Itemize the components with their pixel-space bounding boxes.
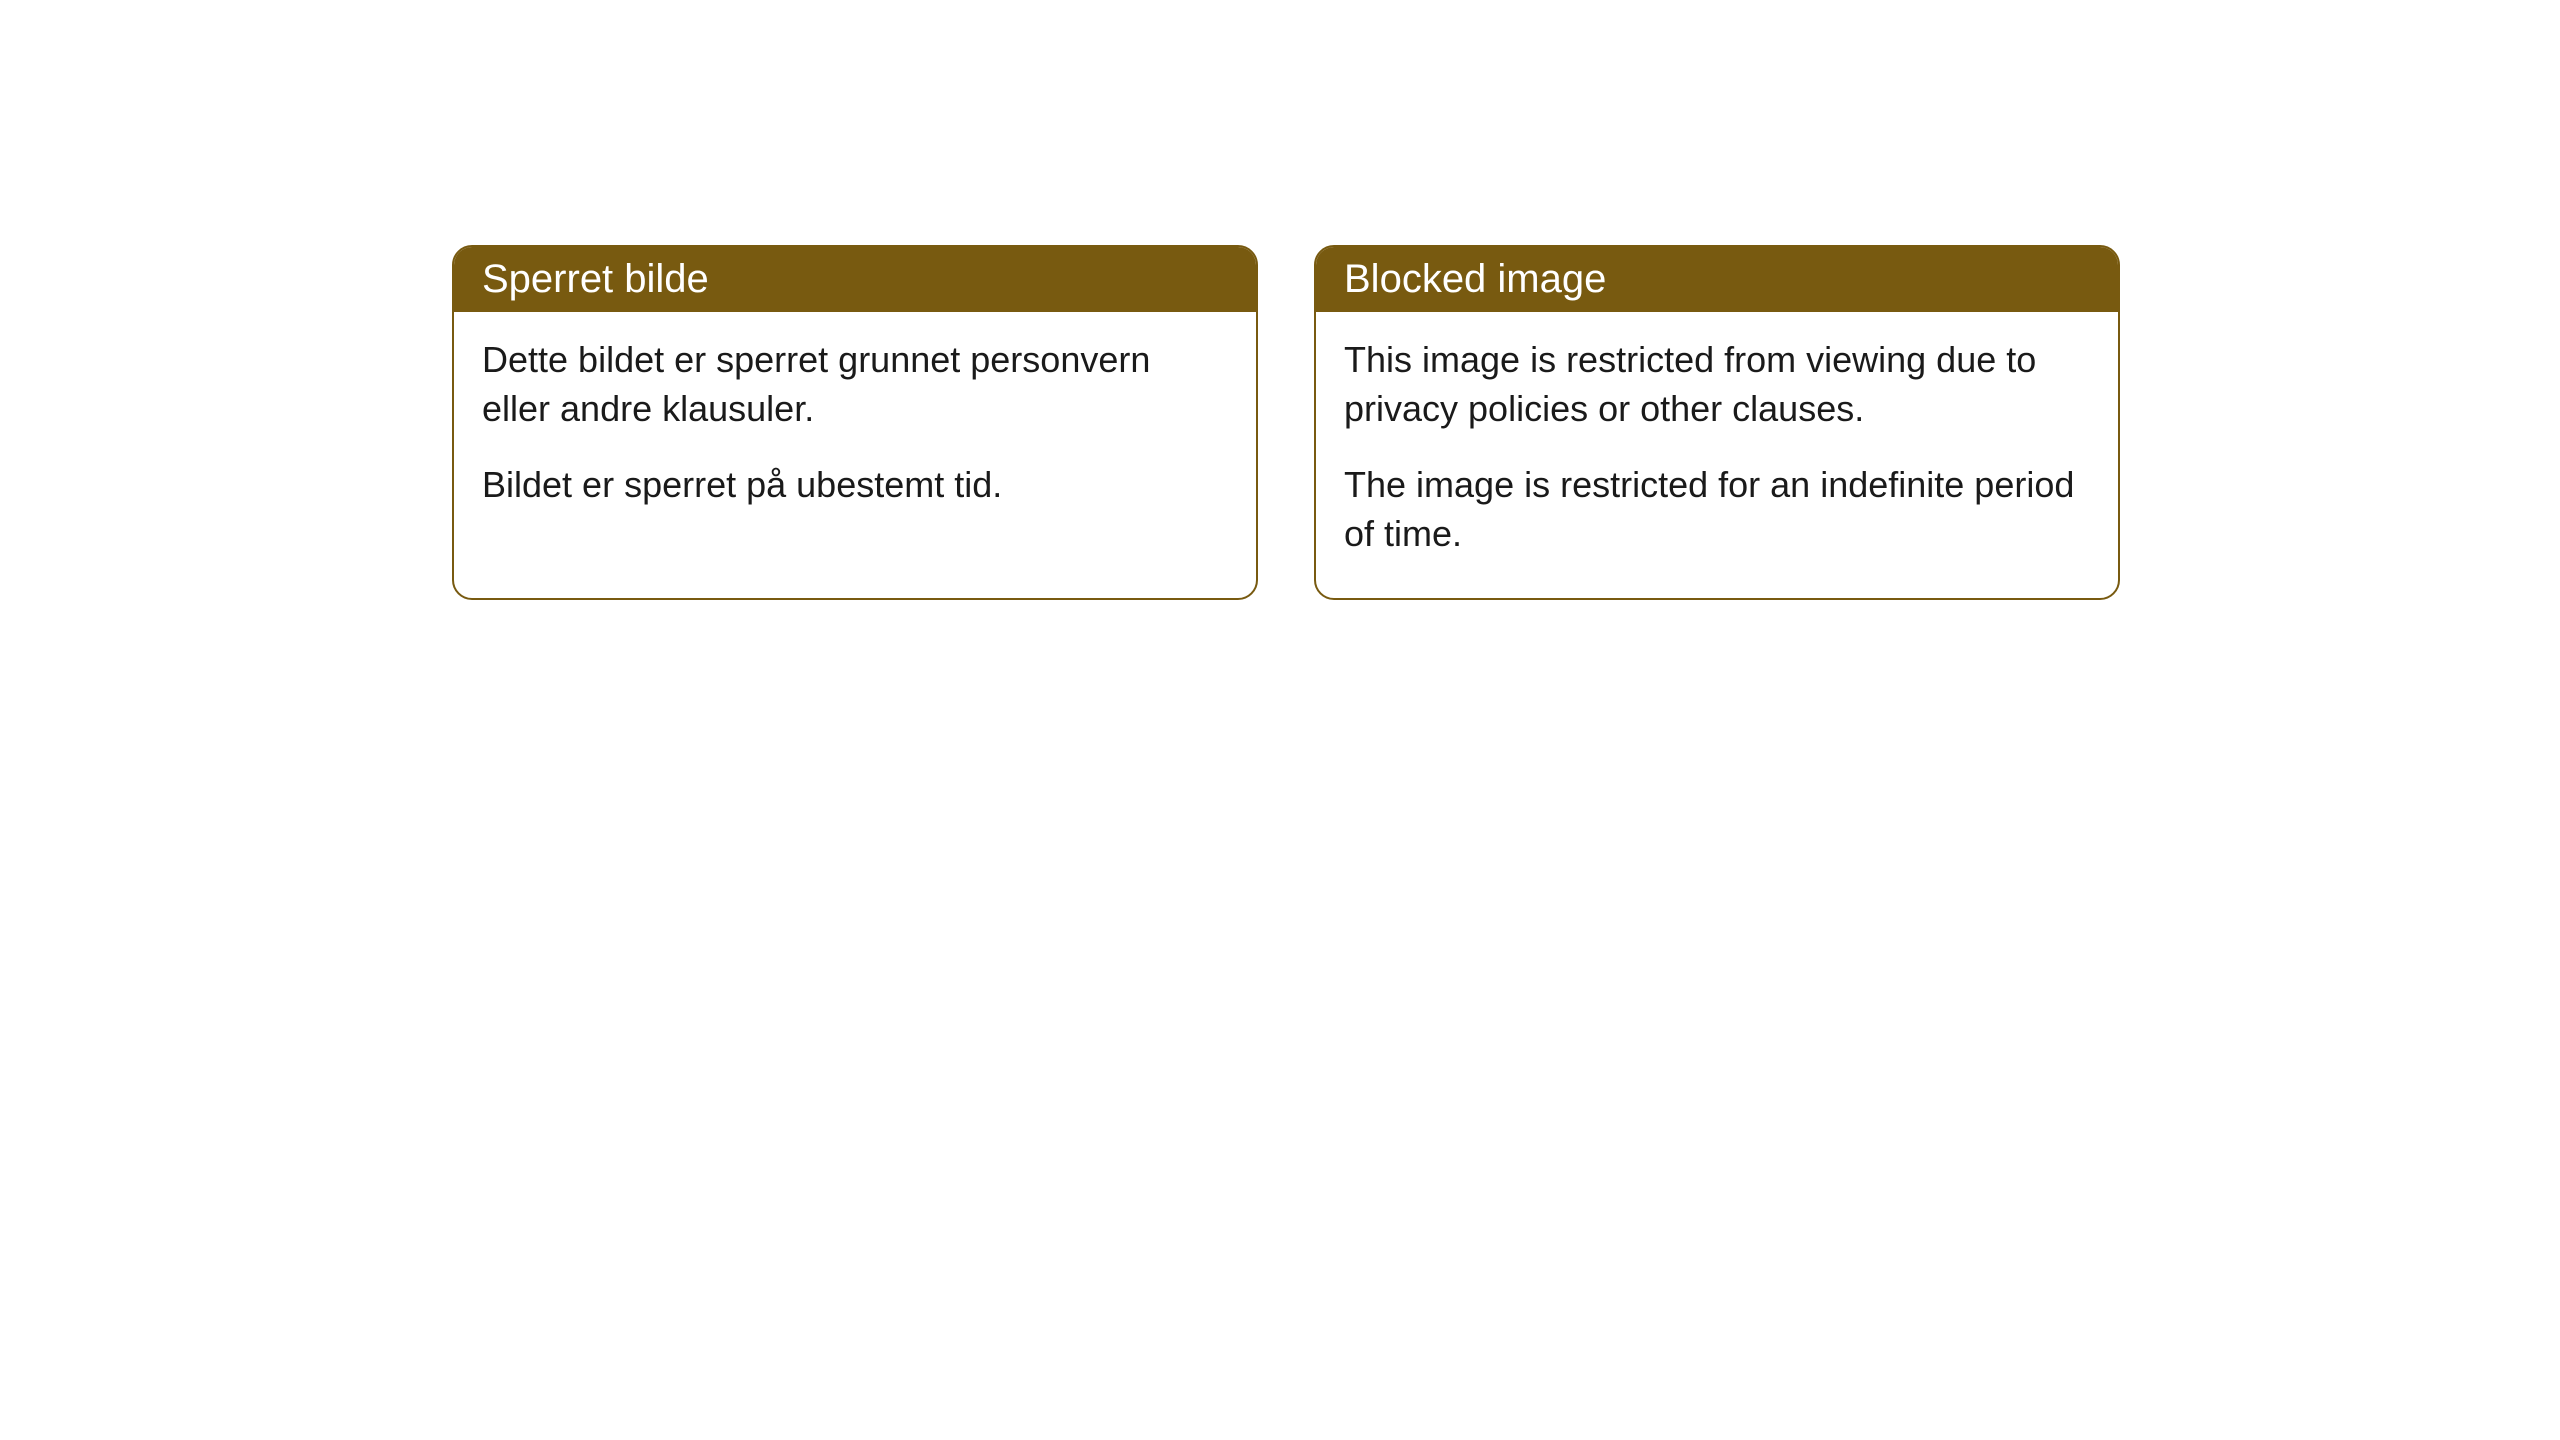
card-paragraph: The image is restricted for an indefinit… [1344,461,2090,558]
card-paragraph: Bildet er sperret på ubestemt tid. [482,461,1228,510]
card-paragraph: Dette bildet er sperret grunnet personve… [482,336,1228,433]
card-header: Sperret bilde [454,247,1256,312]
card-header: Blocked image [1316,247,2118,312]
card-title: Sperret bilde [482,257,709,301]
card-paragraph: This image is restricted from viewing du… [1344,336,2090,433]
card-body: Dette bildet er sperret grunnet personve… [454,312,1256,550]
notice-card-norwegian: Sperret bilde Dette bildet er sperret gr… [452,245,1258,600]
notice-cards-container: Sperret bilde Dette bildet er sperret gr… [452,245,2560,600]
notice-card-english: Blocked image This image is restricted f… [1314,245,2120,600]
card-title: Blocked image [1344,257,1606,301]
card-body: This image is restricted from viewing du… [1316,312,2118,598]
